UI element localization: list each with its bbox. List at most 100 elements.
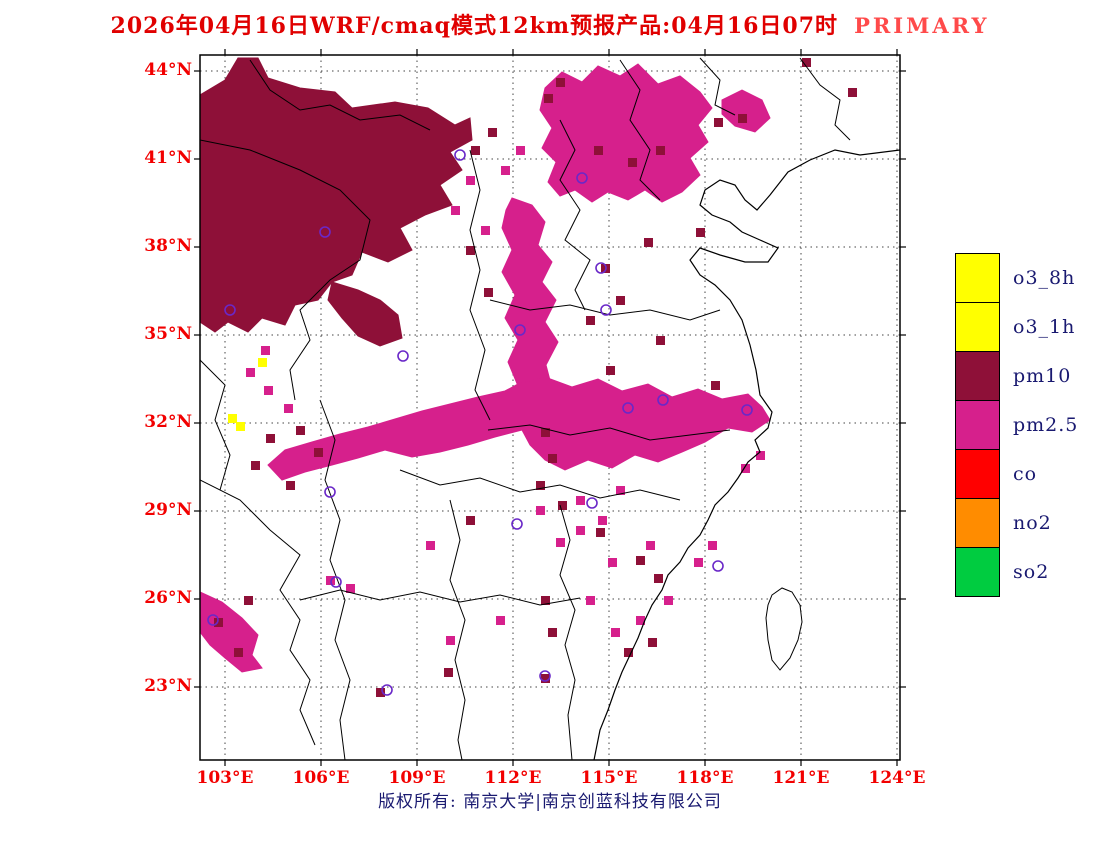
- legend-label: pm10: [1013, 365, 1072, 387]
- legend-item: so2: [955, 547, 1078, 597]
- pm25-cell: [616, 486, 625, 495]
- province-border: [449, 499, 466, 760]
- coastline: [593, 149, 900, 760]
- pm25-cell: [636, 616, 645, 625]
- city-marker: [319, 226, 331, 238]
- pm10-cell: [714, 118, 723, 127]
- lon-label: 103°E: [196, 768, 254, 788]
- pm25-cell: [694, 558, 703, 567]
- legend-item: no2: [955, 498, 1078, 548]
- city-marker: [381, 684, 393, 696]
- lon-label: 109°E: [388, 768, 446, 788]
- pm25-cell: [516, 146, 525, 155]
- city-marker: [207, 614, 219, 626]
- legend-item: o3_8h: [955, 253, 1078, 303]
- pm10-cell: [648, 638, 657, 647]
- o3-cell: [228, 414, 237, 423]
- o3-cell: [258, 358, 267, 367]
- legend-item: pm10: [955, 351, 1078, 401]
- pm10-cell: [314, 448, 323, 457]
- pm10-cell: [616, 296, 625, 305]
- province-border: [469, 149, 491, 421]
- legend-label: o3_8h: [1013, 267, 1076, 289]
- pm25-cell: [426, 541, 435, 550]
- lat-label: 35°N: [144, 324, 192, 344]
- city-marker: [576, 172, 588, 184]
- pm25-cell: [708, 541, 717, 550]
- pm10-cell: [444, 668, 453, 677]
- pm10-region: [200, 57, 473, 333]
- pm25-region: [267, 376, 771, 481]
- city-marker: [330, 576, 342, 588]
- legend-swatch: [955, 351, 1000, 401]
- city-marker: [741, 404, 753, 416]
- province-border: [799, 57, 851, 141]
- pm10-cell: [596, 528, 605, 537]
- pm10-cell: [656, 336, 665, 345]
- legend-swatch: [955, 253, 1000, 303]
- lon-label: 124°E: [868, 768, 926, 788]
- pm25-region: [200, 591, 263, 673]
- pm25-cell: [466, 176, 475, 185]
- pm25-cell: [481, 226, 490, 235]
- city-marker: [224, 304, 236, 316]
- pm25-cell: [246, 368, 255, 377]
- legend-swatch: [955, 400, 1000, 450]
- pm25-cell: [346, 584, 355, 593]
- city-marker: [712, 560, 724, 572]
- legend-swatch: [955, 449, 1000, 499]
- lat-label: 44°N: [144, 60, 192, 80]
- pollutant-legend: o3_8h o3_1h pm10 pm2.5 co no2 so2: [955, 253, 1078, 597]
- pm25-cell: [556, 538, 565, 547]
- pm25-region: [721, 89, 771, 133]
- pm10-region: [327, 281, 403, 347]
- pm10-cell: [541, 596, 550, 605]
- pm10-cell: [286, 481, 295, 490]
- city-marker: [622, 402, 634, 414]
- pm25-cell: [646, 541, 655, 550]
- legend-label: co: [1013, 463, 1038, 485]
- pm10-cell: [466, 246, 475, 255]
- legend-item: co: [955, 449, 1078, 499]
- pm25-cell: [261, 346, 270, 355]
- pm10-cell: [541, 674, 550, 683]
- lon-label: 118°E: [676, 768, 734, 788]
- pm10-cell: [558, 501, 567, 510]
- pm25-cell: [576, 496, 585, 505]
- pm10-cell: [696, 228, 705, 237]
- pm10-cell: [586, 316, 595, 325]
- province-border: [299, 589, 581, 606]
- pm10-cell: [848, 88, 857, 97]
- copyright: 版权所有: 南京大学|南京创蓝科技有限公司: [378, 792, 722, 812]
- lon-label: 106°E: [292, 768, 350, 788]
- title-row: 2026年04月16日WRF/cmaq模式12km预报产品:04月16日07时 P…: [0, 8, 1100, 40]
- pm10-cell: [738, 114, 747, 123]
- pm25-cell: [664, 596, 673, 605]
- legend-item: o3_1h: [955, 302, 1078, 352]
- province-border: [699, 57, 736, 116]
- pm10-cell: [251, 461, 260, 470]
- province-border: [399, 469, 681, 501]
- pm25-cell: [264, 386, 273, 395]
- legend-label: o3_1h: [1013, 316, 1076, 338]
- pm10-cell: [711, 381, 720, 390]
- pm10-cell: [296, 426, 305, 435]
- lat-label: 26°N: [144, 588, 192, 608]
- pm25-cell: [451, 206, 460, 215]
- province-border: [559, 504, 576, 760]
- province-border: [489, 299, 721, 321]
- lat-label: 23°N: [144, 676, 192, 696]
- pm25-cell: [576, 526, 585, 535]
- city-marker: [397, 350, 409, 362]
- legend-item: pm2.5: [955, 400, 1078, 450]
- lat-label: 38°N: [144, 236, 192, 256]
- pm10-cell: [544, 94, 553, 103]
- legend-label: no2: [1013, 512, 1052, 534]
- pm25-cell: [598, 516, 607, 525]
- lon-label: 112°E: [484, 768, 542, 788]
- pm10-cell: [548, 628, 557, 637]
- city-marker: [454, 149, 466, 161]
- pm10-cell: [548, 454, 557, 463]
